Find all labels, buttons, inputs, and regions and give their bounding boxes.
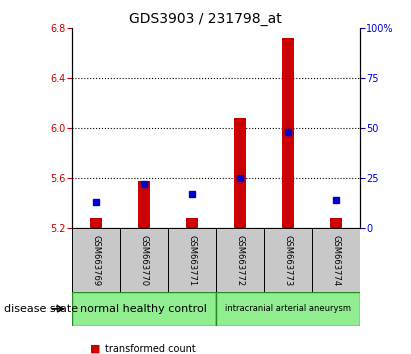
FancyBboxPatch shape bbox=[72, 292, 216, 326]
Text: GSM663773: GSM663773 bbox=[283, 235, 292, 286]
Bar bbox=[282, 38, 294, 228]
Text: transformed count: transformed count bbox=[105, 344, 196, 354]
Text: GSM663774: GSM663774 bbox=[331, 235, 340, 286]
Text: GSM663771: GSM663771 bbox=[187, 235, 196, 286]
FancyBboxPatch shape bbox=[216, 292, 360, 326]
Bar bbox=[186, 218, 198, 228]
Bar bbox=[330, 218, 342, 228]
FancyBboxPatch shape bbox=[312, 228, 360, 292]
FancyBboxPatch shape bbox=[264, 228, 312, 292]
FancyBboxPatch shape bbox=[72, 228, 120, 292]
FancyBboxPatch shape bbox=[216, 228, 264, 292]
FancyBboxPatch shape bbox=[120, 228, 168, 292]
Text: normal healthy control: normal healthy control bbox=[81, 304, 207, 314]
Text: disease state: disease state bbox=[4, 304, 78, 314]
Bar bbox=[234, 118, 246, 228]
Text: GDS3903 / 231798_at: GDS3903 / 231798_at bbox=[129, 12, 282, 27]
Text: GSM663769: GSM663769 bbox=[91, 235, 100, 286]
Bar bbox=[138, 181, 150, 228]
Bar bbox=[90, 218, 102, 228]
FancyBboxPatch shape bbox=[168, 228, 216, 292]
Text: ■: ■ bbox=[90, 344, 101, 354]
Text: GSM663770: GSM663770 bbox=[139, 235, 148, 286]
Text: GSM663772: GSM663772 bbox=[235, 235, 244, 286]
Text: intracranial arterial aneurysm: intracranial arterial aneurysm bbox=[225, 304, 351, 313]
